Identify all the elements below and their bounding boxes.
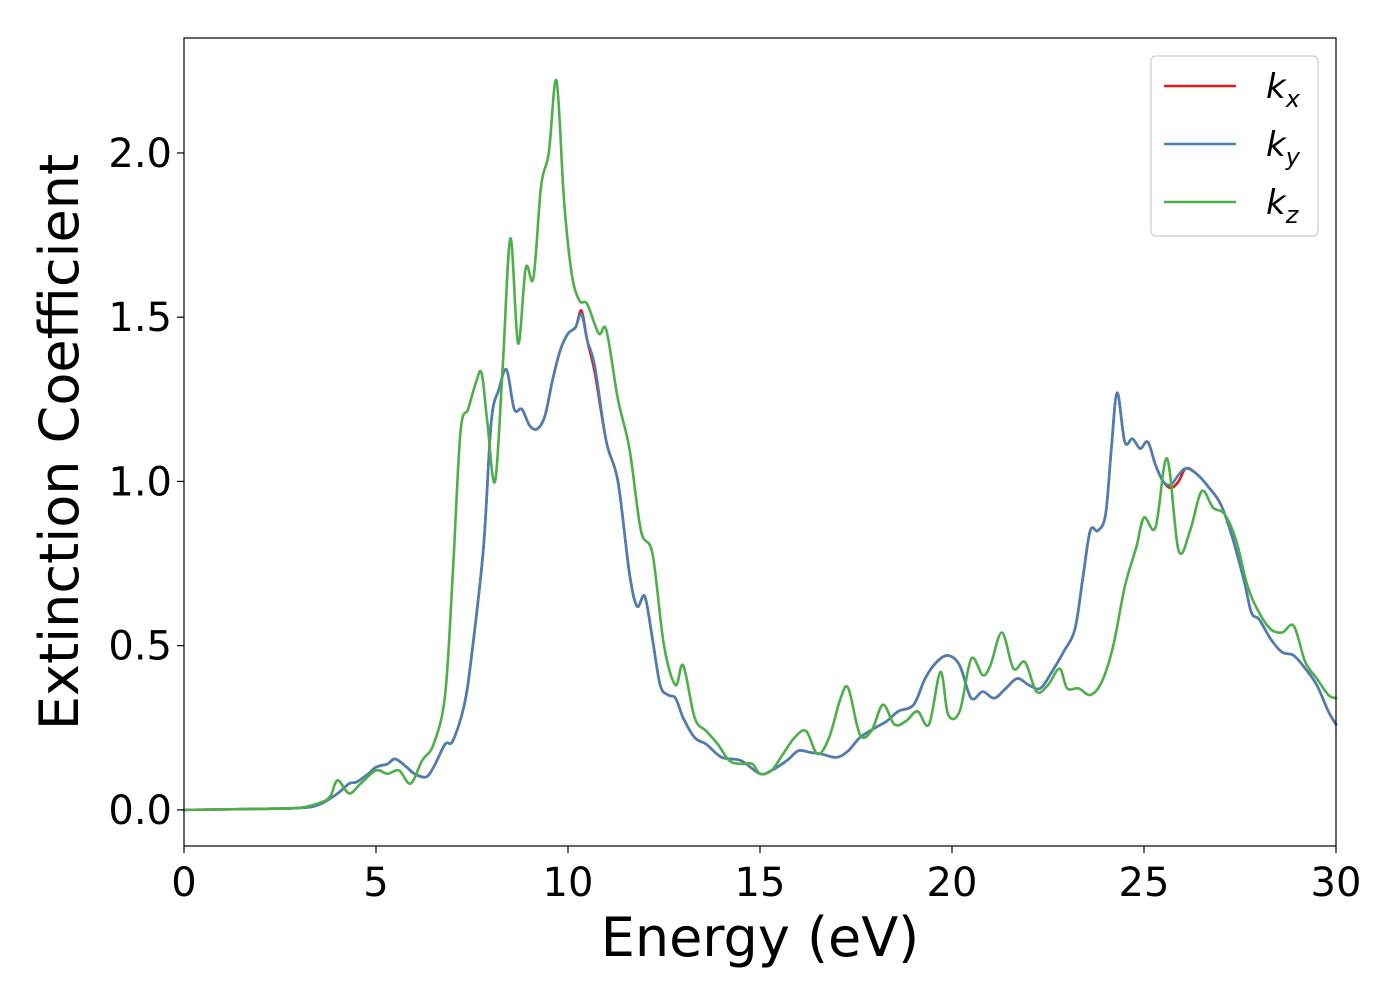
legend-frame [1150, 55, 1319, 237]
y-tick-label: 2.0 [108, 131, 172, 177]
x-axis-ticks: 0 5 10 15 20 25 30 [171, 846, 1361, 906]
x-axis-title: Energy (eV) [601, 906, 920, 969]
legend-label-x: kx [1266, 67, 1301, 113]
y-tick-label: 1.5 [108, 295, 172, 341]
x-tick-label: 20 [927, 860, 978, 906]
y-axis-ticks: 0.0 0.5 1.0 1.5 2.0 [108, 131, 184, 834]
series-line-y [182, 312, 1338, 812]
x-tick-label: 25 [1119, 860, 1170, 906]
x-tick-label: 10 [543, 860, 594, 906]
y-tick-label: 0.0 [108, 788, 172, 834]
y-tick-label: 1.0 [108, 459, 172, 505]
legend-label-y: ky [1266, 125, 1301, 171]
y-axis-title: Extinction Coefficient [28, 154, 91, 730]
x-tick-label: 0 [171, 860, 196, 906]
series-line-z [182, 78, 1338, 812]
x-tick-label: 15 [735, 860, 786, 906]
plot-lines [182, 78, 1338, 812]
x-tick-label: 30 [1311, 860, 1362, 906]
y-tick-label: 0.5 [108, 624, 172, 670]
x-tick-label: 5 [363, 860, 388, 906]
